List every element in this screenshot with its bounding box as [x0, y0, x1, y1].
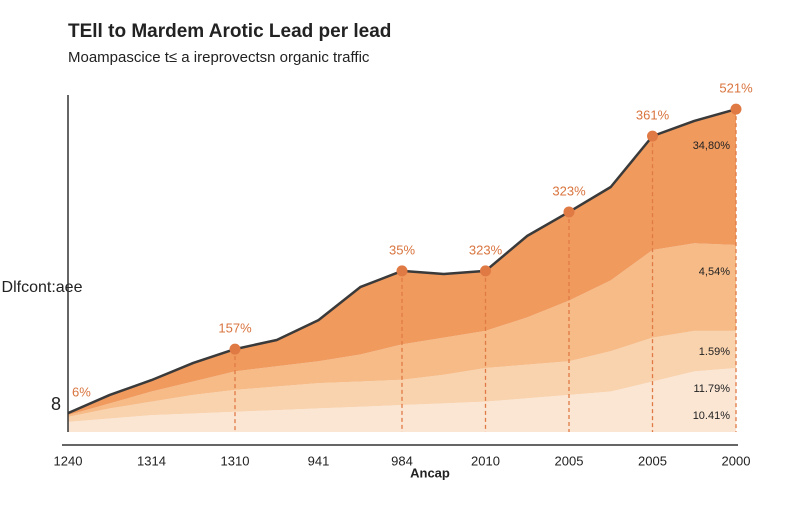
side-label: 11.79% [694, 383, 731, 395]
side-label: 10.41% [693, 410, 731, 422]
point-marker [647, 130, 658, 142]
chart-title: TEll to Mardem Arotic Lead per lead [68, 21, 391, 42]
side-label: 34,80% [693, 140, 731, 152]
x-tick-label: 2000 [722, 453, 751, 468]
point-label: 157% [218, 321, 252, 336]
point-marker [229, 343, 241, 355]
side-label: 4,54% [699, 266, 730, 278]
chart-subtitle: Moampascice t≤ a ireprovectsn organic tr… [68, 49, 370, 66]
x-tick-label: 1240 [54, 453, 83, 468]
point-label: 323% [469, 242, 503, 257]
x-tick-label: 941 [308, 453, 330, 468]
point-label: 323% [552, 183, 586, 198]
x-tick-label: 1310 [221, 453, 250, 468]
point-marker [730, 103, 742, 115]
x-tick-label: 2005 [555, 453, 584, 468]
point-label: 6% [72, 385, 91, 400]
point-marker [396, 265, 408, 277]
y-tick-label: 8 [51, 394, 61, 414]
point-marker [563, 206, 575, 218]
x-tick-label: 1314 [137, 453, 166, 468]
y-axis-label: Dlfcont:aee [2, 279, 83, 296]
point-label: 35% [389, 242, 415, 257]
x-tick-label: 984 [391, 453, 413, 468]
point-label: 361% [636, 108, 670, 123]
x-axis-label: Ancap [410, 465, 450, 480]
x-tick-label: 2005 [638, 453, 667, 468]
point-marker [480, 265, 491, 277]
side-label: 1.59% [699, 346, 730, 358]
x-tick-label: 2010 [471, 453, 500, 468]
area-layer [68, 109, 736, 416]
point-label: 521% [719, 81, 753, 96]
